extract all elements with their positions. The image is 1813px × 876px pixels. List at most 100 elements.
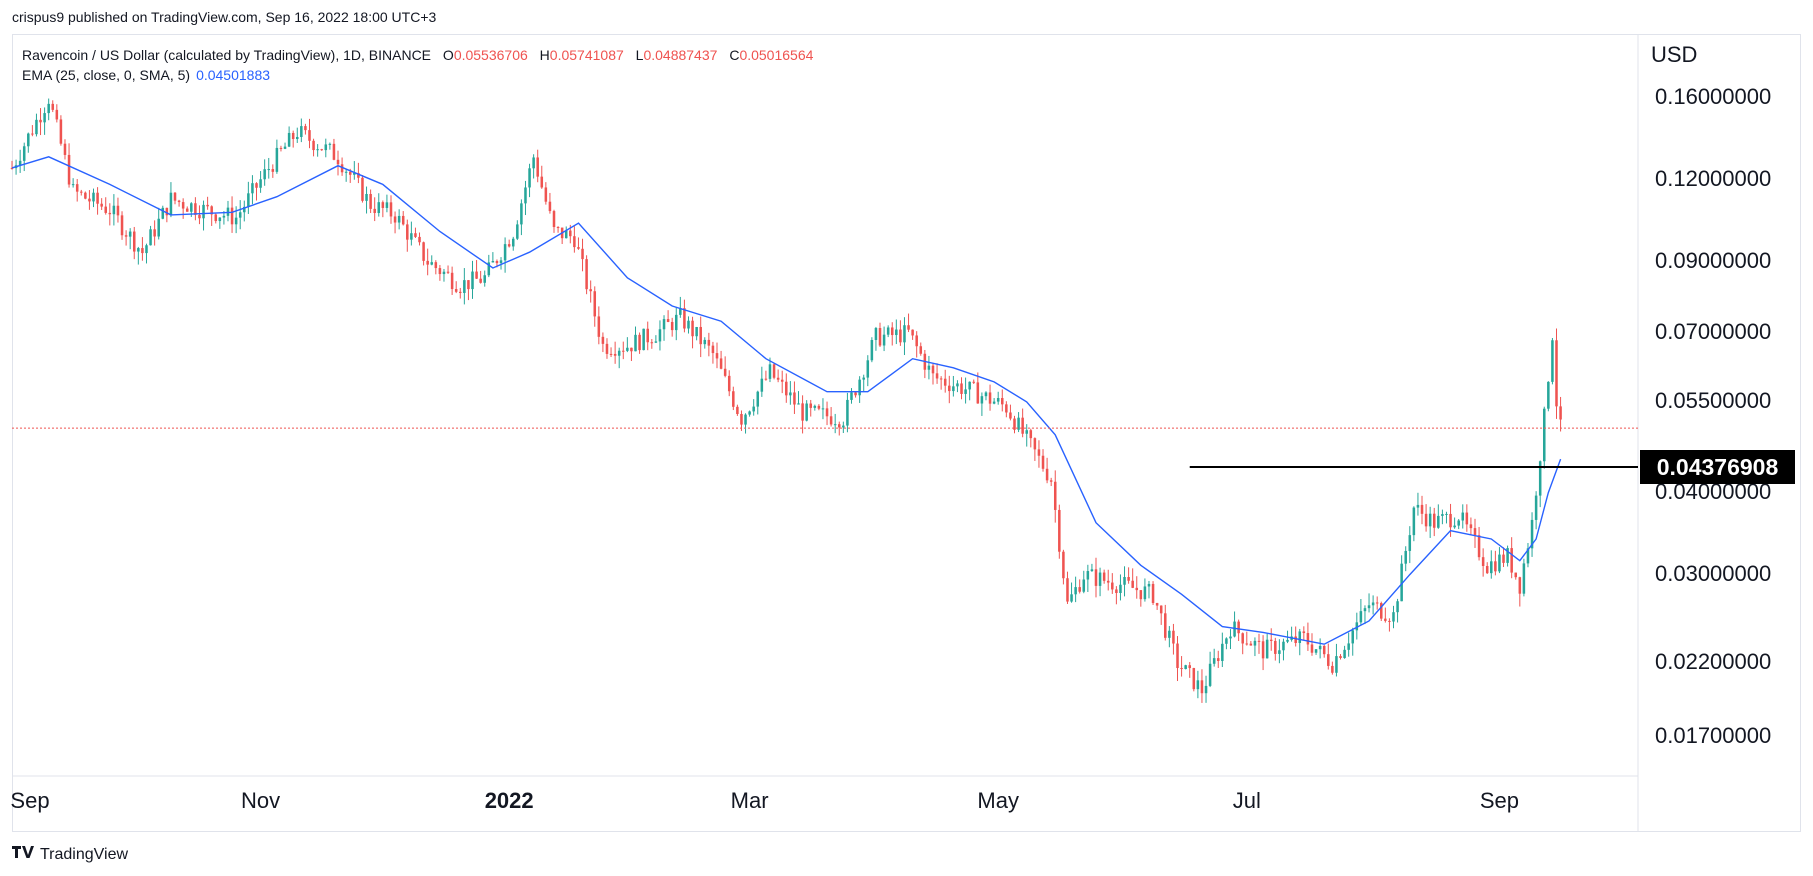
symbol-label: Ravencoin / US Dollar (calculated by Tra… xyxy=(22,47,432,63)
candle-down xyxy=(1029,430,1033,439)
candle-up xyxy=(324,144,328,151)
candle-up xyxy=(1543,408,1546,462)
time-tick-label: Nov xyxy=(241,788,281,813)
candle-down xyxy=(1379,603,1383,619)
candle-down xyxy=(450,272,454,290)
candle-down xyxy=(279,147,283,149)
ema-value: 0.04501883 xyxy=(196,67,271,83)
candle-up xyxy=(858,379,861,396)
candle-up xyxy=(499,260,503,264)
candle-down xyxy=(630,347,633,352)
candle-down xyxy=(1327,654,1330,666)
candle-up xyxy=(385,202,389,208)
candle-down xyxy=(177,200,181,203)
candle-down xyxy=(124,235,128,237)
candle-up xyxy=(687,320,690,329)
candle-up xyxy=(1335,656,1338,673)
candle-up xyxy=(27,133,30,147)
candle-down xyxy=(1135,587,1139,591)
candle-up xyxy=(756,391,760,407)
candle-down xyxy=(1192,668,1196,690)
candle-up xyxy=(874,328,878,340)
candle-up xyxy=(805,403,808,421)
candle-down xyxy=(723,368,727,376)
candle-up xyxy=(1400,563,1403,602)
candle-down xyxy=(935,373,939,379)
candle-up xyxy=(1318,645,1322,650)
candle-down xyxy=(210,206,213,215)
candle-up xyxy=(674,314,678,331)
candle-up xyxy=(992,401,996,404)
candle-down xyxy=(1094,569,1098,586)
price-tick-label: 0.16000000 xyxy=(1655,83,1772,109)
candle-up xyxy=(1392,612,1395,622)
candle-down xyxy=(373,208,376,214)
candle-down xyxy=(809,403,813,408)
candle-down xyxy=(683,308,686,329)
candle-down xyxy=(825,408,829,417)
candle-up xyxy=(862,377,865,380)
candle-down xyxy=(198,214,201,219)
candle-up xyxy=(626,347,629,351)
candle-down xyxy=(401,215,405,225)
candle-down xyxy=(422,242,425,261)
candle-up xyxy=(1123,577,1126,585)
candle-up xyxy=(1208,663,1212,686)
candle-down xyxy=(785,381,788,396)
candle-up xyxy=(1143,586,1147,600)
candle-down xyxy=(801,403,804,421)
candle-up xyxy=(850,392,853,400)
candle-down xyxy=(988,392,992,404)
candle-up xyxy=(503,244,507,261)
candle-down xyxy=(1127,577,1130,581)
low-value: 0.04887437 xyxy=(643,47,718,63)
candle-down xyxy=(454,289,458,292)
candle-up xyxy=(128,231,132,237)
candle-down xyxy=(479,278,482,283)
candle-down xyxy=(878,328,882,346)
candle-down xyxy=(10,167,14,169)
candle-up xyxy=(491,261,495,263)
candle-down xyxy=(1510,548,1513,573)
candle-down xyxy=(63,143,67,155)
candle-down xyxy=(915,335,918,347)
candle-up xyxy=(564,230,568,239)
candle-down xyxy=(340,164,344,173)
candle-down xyxy=(1001,398,1004,405)
candle-up xyxy=(1168,630,1171,638)
tradingview-logo[interactable]: TradingView xyxy=(12,845,128,865)
chart-frame[interactable] xyxy=(12,34,1801,832)
time-tick-label: May xyxy=(977,788,1019,813)
candle-down xyxy=(1037,449,1041,456)
candle-down xyxy=(1241,633,1244,644)
candle-up xyxy=(1437,515,1440,528)
candles-group xyxy=(10,98,1562,703)
candle-down xyxy=(1172,630,1175,644)
candle-up xyxy=(316,149,319,151)
candle-up xyxy=(524,187,527,204)
candle-up xyxy=(1428,513,1432,527)
candle-down xyxy=(939,378,943,380)
candle-up xyxy=(328,143,332,145)
candle-down xyxy=(622,350,625,352)
candle-down xyxy=(1013,418,1016,430)
candle-down xyxy=(829,416,833,425)
candle-down xyxy=(540,176,544,188)
candle-up xyxy=(1416,504,1420,508)
candle-down xyxy=(320,149,323,151)
candle-down xyxy=(1555,340,1558,407)
candle-down xyxy=(601,336,605,344)
candle-up xyxy=(463,280,466,293)
candle-down xyxy=(165,207,169,216)
candle-down xyxy=(948,385,951,392)
candle-up xyxy=(487,262,491,276)
candle-up xyxy=(1184,665,1187,670)
candle-up xyxy=(1225,638,1228,644)
candle-down xyxy=(459,291,462,293)
candle-up xyxy=(744,414,747,425)
candle-down xyxy=(707,339,711,346)
candle-up xyxy=(1461,512,1465,521)
candle-up xyxy=(1404,550,1407,564)
candle-down xyxy=(1159,605,1163,614)
